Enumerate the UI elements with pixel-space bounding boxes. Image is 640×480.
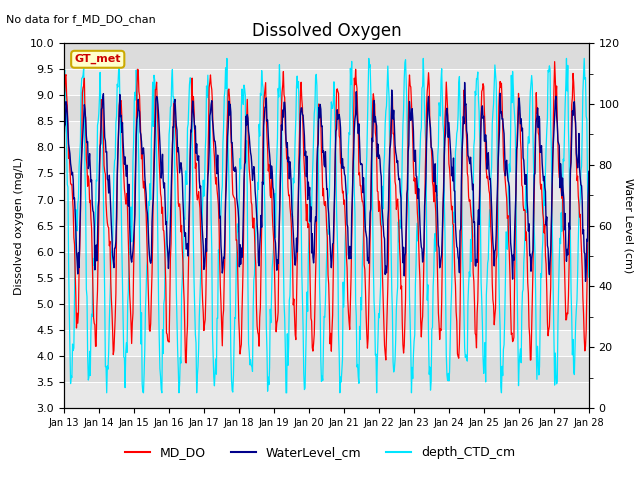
Bar <box>64 69 589 96</box>
Bar <box>64 382 589 408</box>
Title: Dissolved Oxygen: Dissolved Oxygen <box>252 22 401 40</box>
Y-axis label: Dissolved oxygen (mg/L): Dissolved oxygen (mg/L) <box>14 156 24 295</box>
Bar <box>64 278 589 304</box>
Text: GT_met: GT_met <box>74 54 121 64</box>
Bar <box>64 330 589 356</box>
Legend: MD_DO, WaterLevel_cm, depth_CTD_cm: MD_DO, WaterLevel_cm, depth_CTD_cm <box>120 441 520 464</box>
Bar <box>64 121 589 147</box>
Bar <box>64 173 589 200</box>
Text: No data for f_MD_DO_chan: No data for f_MD_DO_chan <box>6 14 156 25</box>
Bar <box>64 226 589 252</box>
Y-axis label: Water Level (cm): Water Level (cm) <box>623 178 634 273</box>
